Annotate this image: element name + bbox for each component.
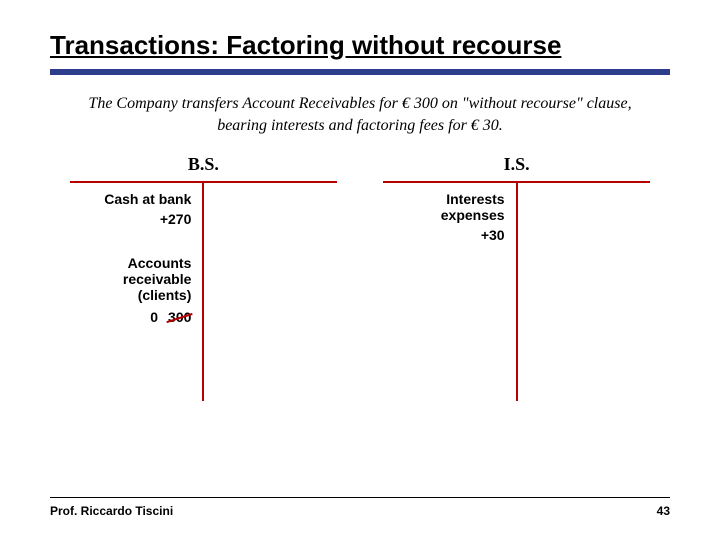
ar-struck-value: 300 [168,309,191,325]
ar-label-1: Accounts [70,255,203,271]
balance-sheet-column: B.S. Cash at bank +270 Accounts receivab… [70,154,337,401]
ar-label-3: (clients) [70,287,203,303]
interests-label-1: Interests [383,191,516,207]
interests-value: +30 [383,227,516,243]
is-heading: I.S. [383,154,650,175]
slide-description: The Company transfers Account Receivable… [50,93,670,136]
income-statement-column: I.S. Interests expenses +30 [383,154,650,401]
title-rule [50,69,670,75]
footer-author: Prof. Riccardo Tiscini [50,504,173,518]
footer-page-number: 43 [657,504,670,518]
bs-t-account: Cash at bank +270 Accounts receivable (c… [70,181,337,401]
slide-title: Transactions: Factoring without recourse [50,30,670,61]
is-t-account: Interests expenses +30 [383,181,650,401]
bs-heading: B.S. [70,154,337,175]
ar-zero: 0 [150,309,158,325]
cash-at-bank-value: +270 [70,211,203,227]
interests-label-2: expenses [383,207,516,223]
ar-label-2: receivable [70,271,203,287]
slide-footer: Prof. Riccardo Tiscini 43 [50,497,670,518]
cash-at-bank-label: Cash at bank [70,191,203,207]
t-accounts-row: B.S. Cash at bank +270 Accounts receivab… [50,154,670,401]
